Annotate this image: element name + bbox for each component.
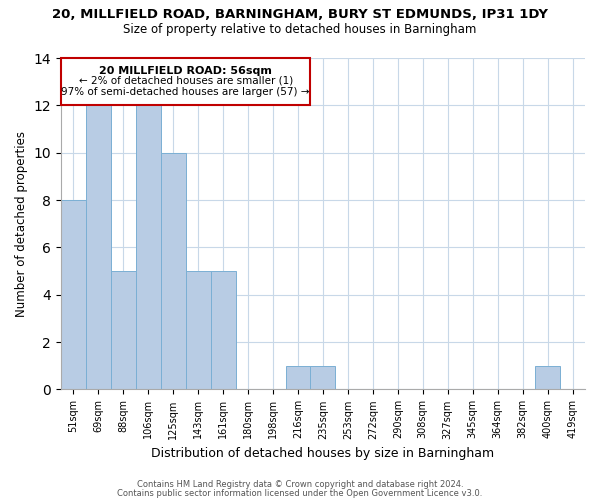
Bar [86,106,111,390]
Text: Contains public sector information licensed under the Open Government Licence v3: Contains public sector information licen… [118,489,482,498]
Bar [535,366,560,390]
X-axis label: Distribution of detached houses by size in Barningham: Distribution of detached houses by size … [151,447,494,460]
Text: 20 MILLFIELD ROAD: 56sqm: 20 MILLFIELD ROAD: 56sqm [99,66,272,76]
Text: ← 2% of detached houses are smaller (1): ← 2% of detached houses are smaller (1) [79,75,293,85]
Bar [286,366,310,390]
Text: 20, MILLFIELD ROAD, BARNINGHAM, BURY ST EDMUNDS, IP31 1DY: 20, MILLFIELD ROAD, BARNINGHAM, BURY ST … [52,8,548,20]
Y-axis label: Number of detached properties: Number of detached properties [15,130,28,316]
Text: Size of property relative to detached houses in Barningham: Size of property relative to detached ho… [124,22,476,36]
Bar [61,58,310,106]
Bar [161,152,185,390]
Bar [211,271,236,390]
Bar [61,200,86,390]
Text: Contains HM Land Registry data © Crown copyright and database right 2024.: Contains HM Land Registry data © Crown c… [137,480,463,489]
Bar [111,271,136,390]
Bar [136,106,161,390]
Bar [310,366,335,390]
Text: 97% of semi-detached houses are larger (57) →: 97% of semi-detached houses are larger (… [61,87,310,97]
Bar [185,271,211,390]
